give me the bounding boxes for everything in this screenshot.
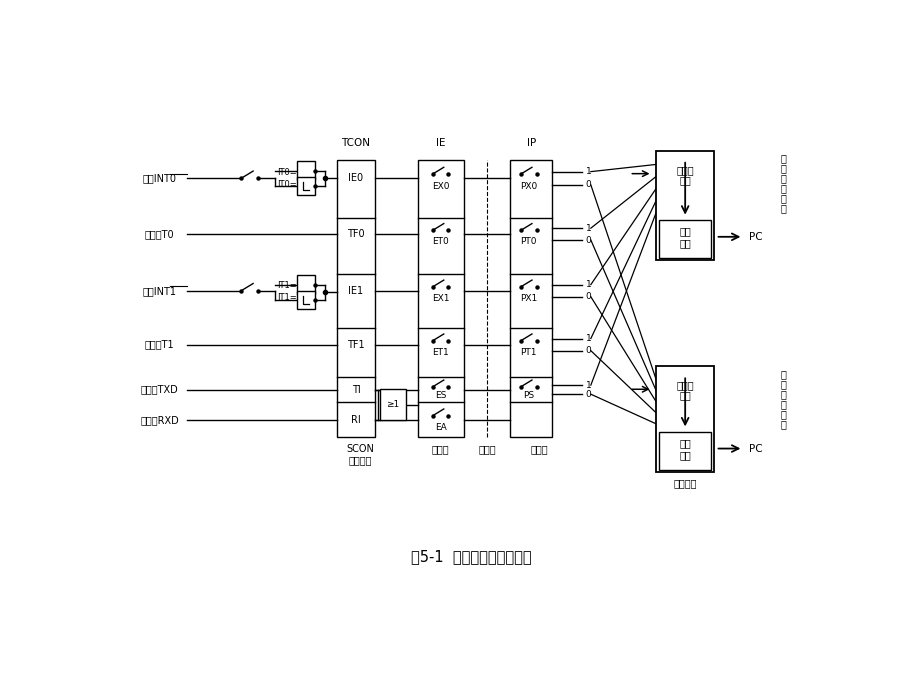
Text: 0: 0 [584, 293, 591, 302]
Text: ET1: ET1 [432, 348, 448, 357]
Text: PX0: PX0 [519, 182, 537, 191]
Text: IT0=0: IT0=0 [277, 168, 301, 177]
Text: 1: 1 [302, 279, 309, 290]
Text: EA: EA [435, 423, 446, 432]
Text: 中断标志: 中断标志 [347, 455, 371, 465]
Text: EX1: EX1 [432, 294, 449, 303]
Text: EX0: EX0 [432, 182, 449, 191]
Text: 先级: 先级 [678, 175, 690, 185]
Text: 求: 求 [779, 204, 786, 213]
Text: PC: PC [749, 232, 762, 241]
Text: 断: 断 [779, 399, 786, 409]
Bar [659, 432, 710, 470]
Text: 级: 级 [779, 379, 786, 389]
Text: ES: ES [435, 391, 446, 400]
Text: 矢量: 矢量 [678, 438, 690, 449]
Text: 请: 请 [779, 193, 786, 204]
Text: 0: 0 [584, 180, 591, 190]
Text: 总允许: 总允许 [478, 444, 495, 454]
Text: 自然优: 自然优 [675, 380, 693, 391]
Text: 串口收RXD: 串口收RXD [140, 415, 179, 424]
Text: 图5-1  中断系统结构示意图: 图5-1 中断系统结构示意图 [411, 549, 531, 564]
Text: 优先级: 优先级 [529, 444, 547, 454]
Text: 串口发TXD: 串口发TXD [141, 384, 178, 395]
Bar [336, 160, 375, 437]
Text: TF0: TF0 [346, 229, 365, 239]
Bar [417, 160, 463, 437]
Text: IE1: IE1 [348, 286, 363, 296]
Text: 低: 低 [779, 369, 786, 379]
Text: ≥1: ≥1 [386, 400, 399, 409]
Text: 硬件查询: 硬件查询 [673, 478, 697, 489]
Text: 自然优: 自然优 [675, 165, 693, 175]
Text: IT0=1: IT0=1 [277, 180, 301, 189]
Text: PC: PC [749, 444, 762, 453]
Text: 地址: 地址 [678, 238, 690, 248]
Text: 1: 1 [584, 167, 591, 176]
Bar [659, 220, 710, 258]
Text: 先级: 先级 [678, 391, 690, 400]
Text: PT1: PT1 [520, 348, 537, 357]
Text: RI: RI [351, 415, 360, 424]
Bar [655, 366, 713, 472]
Text: 断: 断 [779, 184, 786, 193]
Text: 地址: 地址 [678, 450, 690, 460]
Text: 1: 1 [584, 224, 591, 233]
Text: 1: 1 [584, 334, 591, 343]
Text: 定时器T1: 定时器T1 [144, 339, 175, 350]
Text: ET0: ET0 [432, 237, 448, 246]
Text: TCON: TCON [341, 138, 370, 148]
Text: 高: 高 [779, 153, 786, 164]
Text: TI: TI [351, 384, 360, 395]
Text: 1: 1 [302, 166, 309, 175]
Text: IT1=0: IT1=0 [277, 281, 301, 290]
Text: 级: 级 [779, 164, 786, 173]
Bar [297, 290, 315, 309]
Text: 矢量: 矢量 [678, 226, 690, 237]
Bar [380, 389, 405, 420]
Bar [509, 160, 551, 437]
Text: 请: 请 [779, 409, 786, 419]
Bar [297, 275, 315, 294]
Text: 0: 0 [584, 346, 591, 355]
Text: 0: 0 [584, 235, 591, 244]
Text: SCON: SCON [346, 444, 373, 454]
Text: 1: 1 [584, 381, 591, 390]
Text: 0: 0 [584, 390, 591, 399]
Text: 中: 中 [779, 389, 786, 399]
Text: 源允许: 源允许 [431, 444, 449, 454]
Text: PS: PS [523, 391, 534, 400]
Text: 引脚INT1: 引脚INT1 [142, 286, 176, 296]
Bar [297, 177, 315, 195]
Text: 1: 1 [584, 280, 591, 289]
Text: PX1: PX1 [519, 294, 537, 303]
Text: 定时器T0: 定时器T0 [144, 229, 175, 239]
Text: IE0: IE0 [348, 173, 363, 184]
Text: 中: 中 [779, 173, 786, 184]
Text: IT1=1: IT1=1 [277, 293, 301, 302]
Text: IP: IP [526, 138, 535, 148]
Text: 引脚INT0: 引脚INT0 [142, 173, 176, 184]
Text: PT0: PT0 [520, 237, 537, 246]
Bar [297, 161, 315, 180]
Bar [655, 150, 713, 260]
Text: IE: IE [436, 138, 445, 148]
Text: 求: 求 [779, 419, 786, 429]
Text: TF1: TF1 [346, 339, 365, 350]
